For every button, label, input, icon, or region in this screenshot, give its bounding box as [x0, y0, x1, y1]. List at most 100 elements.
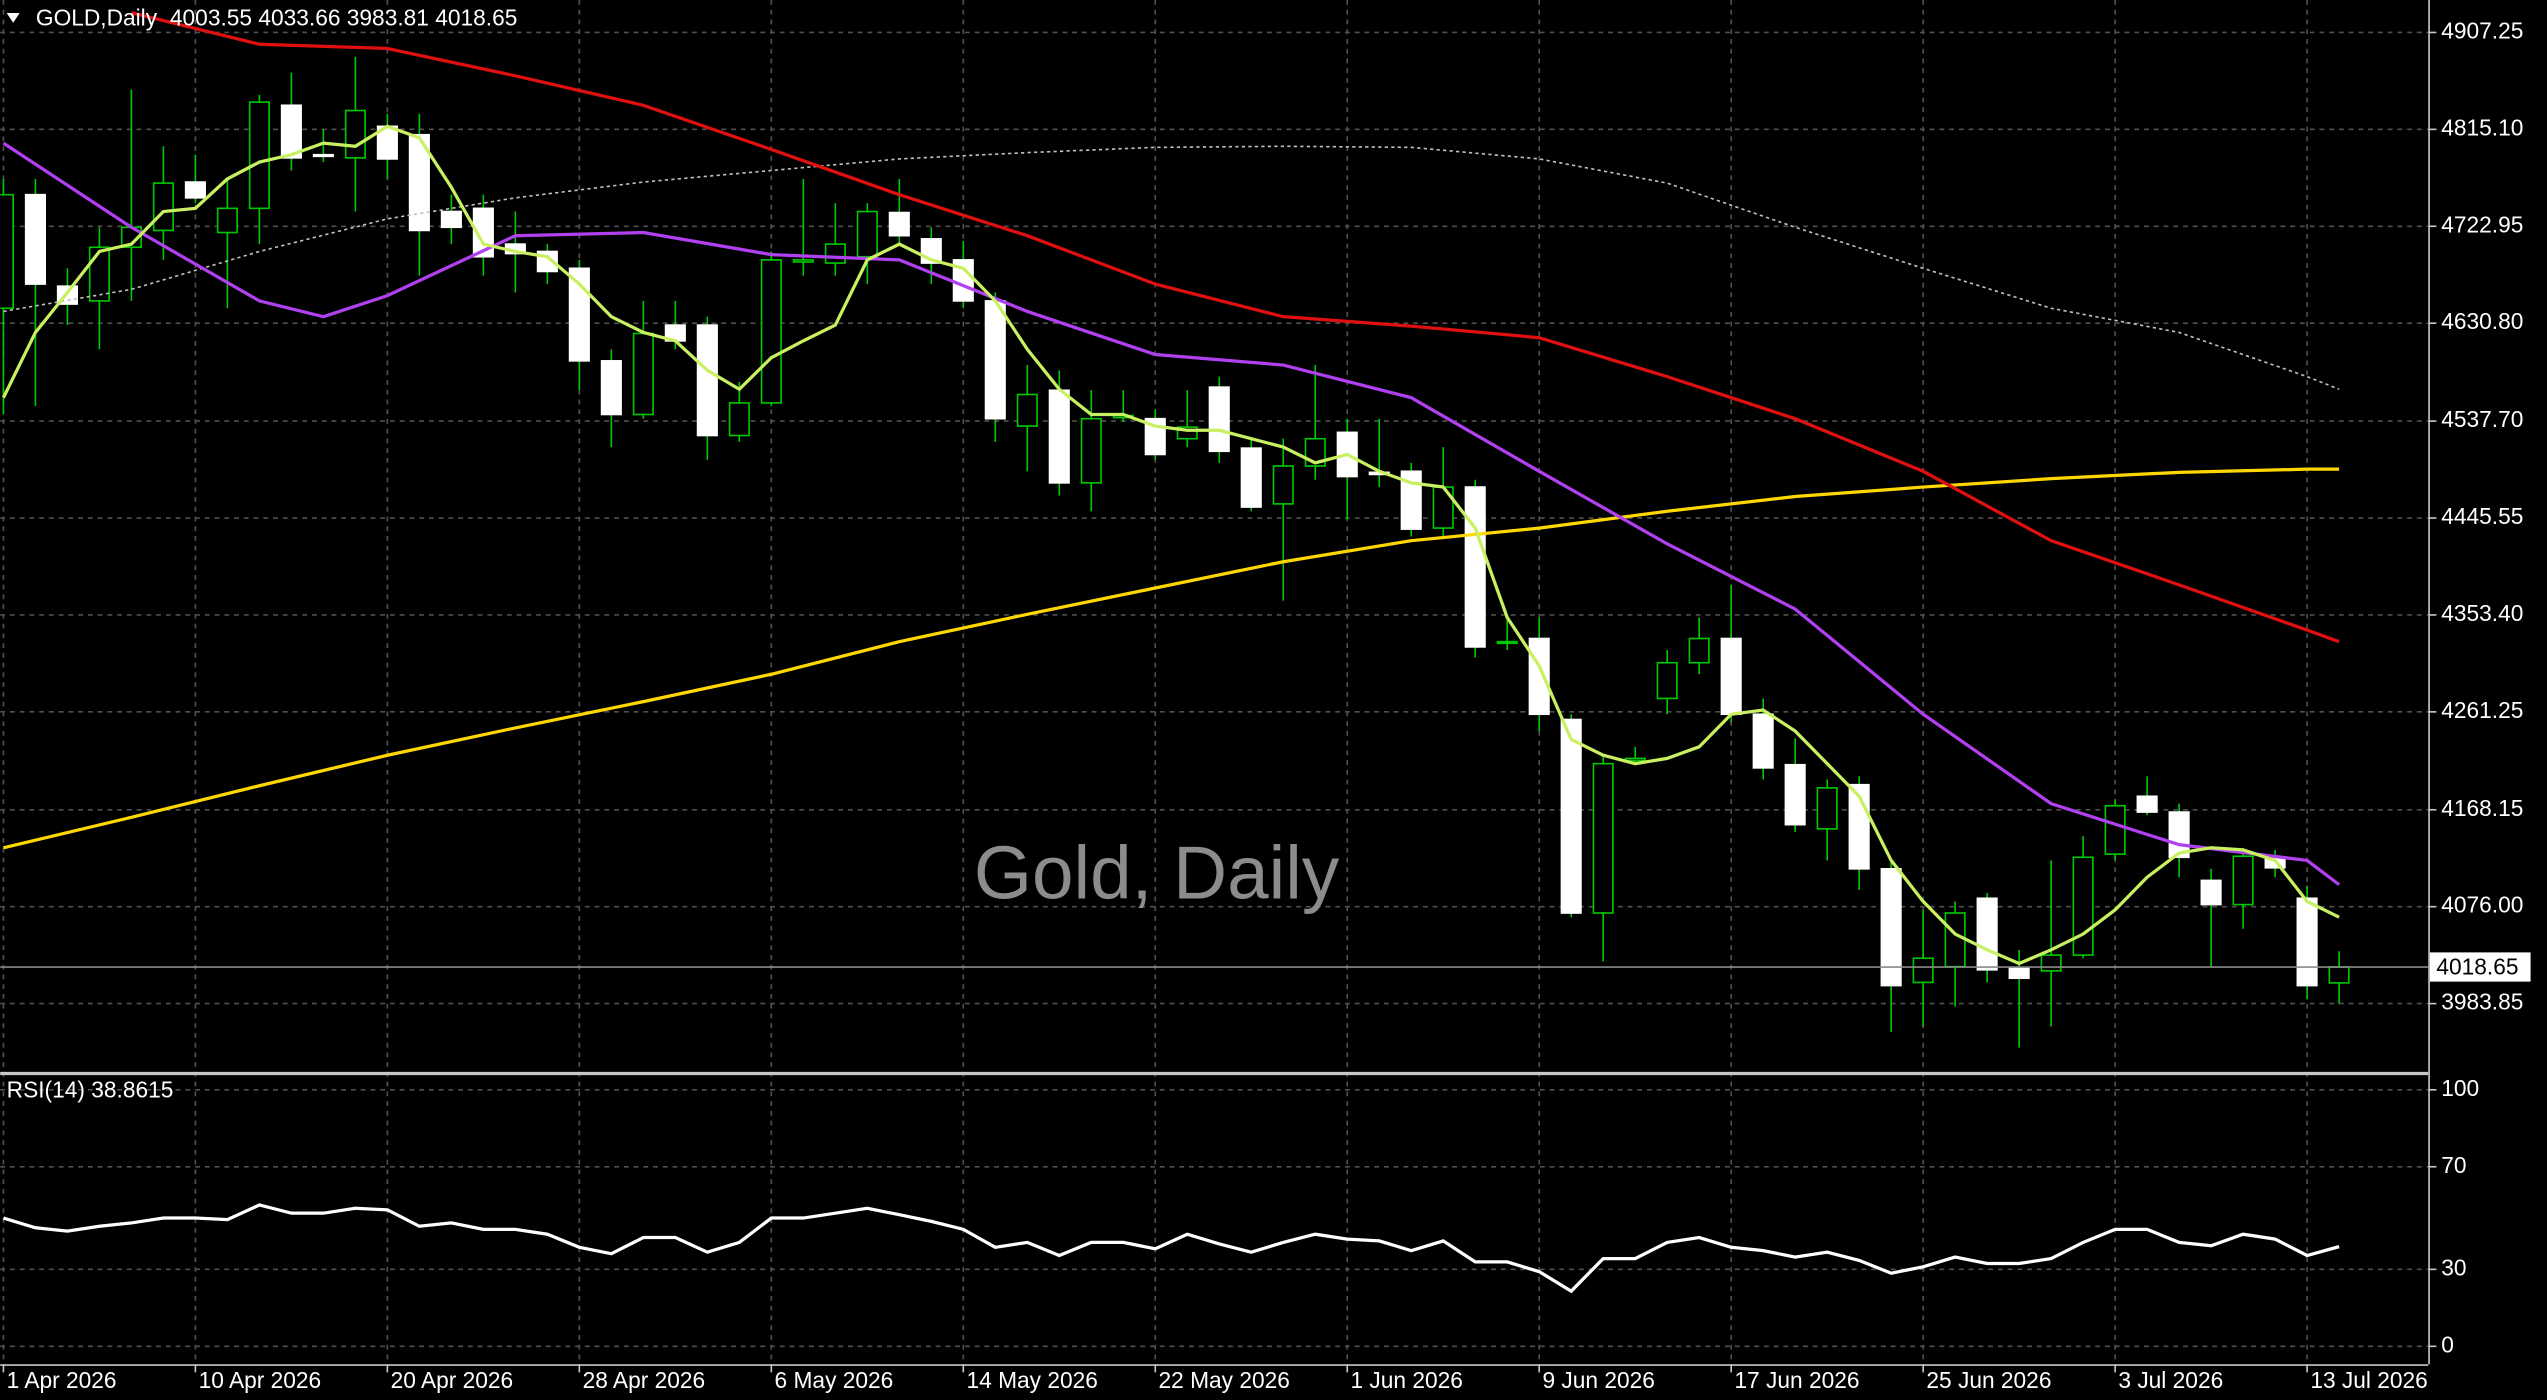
candle-body	[632, 332, 654, 416]
candle-body	[696, 324, 718, 437]
candle-body	[856, 210, 878, 258]
candle-body	[1176, 426, 1198, 440]
x-tick-label: 20 Apr 2026	[391, 1367, 514, 1393]
candle-body	[2040, 954, 2062, 972]
candle-body	[2104, 804, 2126, 855]
candle-body	[760, 259, 782, 404]
rsi-title: RSI(14)	[7, 1076, 85, 1102]
candle-body	[1816, 787, 1838, 830]
candle-body	[344, 109, 366, 159]
y-tick-label: 4353.40	[2441, 600, 2523, 626]
current-price-label: 4018.65	[2436, 954, 2518, 980]
candle-body	[280, 104, 302, 159]
candle-body	[1560, 718, 1582, 914]
candle-body	[1016, 393, 1038, 427]
candle-body	[1048, 389, 1070, 484]
candle-body	[312, 153, 334, 158]
candle-body	[824, 243, 846, 264]
candle-body	[2200, 879, 2222, 906]
rsi-line	[2, 1203, 2340, 1294]
low-value: 3983.81	[347, 4, 429, 30]
x-tick-label: 1 Apr 2026	[7, 1367, 117, 1393]
candle-body	[568, 267, 590, 362]
candle-body	[728, 402, 750, 437]
x-tick-label: 22 May 2026	[1159, 1367, 1290, 1393]
x-tick-label: 28 Apr 2026	[583, 1367, 706, 1393]
y-tick-label: 30	[2441, 1254, 2466, 1280]
y-tick-label: 70	[2441, 1152, 2466, 1178]
candle-body	[1272, 465, 1294, 505]
x-tick-label: 13 Jul 2026	[2310, 1367, 2427, 1393]
x-tick-label: 14 May 2026	[967, 1367, 1098, 1393]
candle-body	[1080, 417, 1102, 484]
moving-average-line	[131, 11, 2340, 644]
candle-body	[2008, 966, 2030, 980]
candle-body	[1592, 762, 1614, 914]
x-tick-label: 25 Jun 2026	[1926, 1367, 2051, 1393]
candle-body	[1880, 868, 1902, 987]
candle-body	[0, 193, 14, 310]
x-tick-label: 9 Jun 2026	[1542, 1367, 1654, 1393]
y-tick-label: 3983.85	[2441, 989, 2523, 1015]
candle-body	[888, 211, 910, 237]
candle-body	[1400, 470, 1422, 530]
candle-body	[2072, 856, 2094, 956]
candle-body	[2136, 795, 2158, 813]
moving-average-line	[1, 124, 2340, 966]
candle-body	[984, 300, 1006, 420]
chart-header: GOLD,Daily 4003.55 4033.66 3983.81 4018.…	[36, 4, 517, 30]
candles	[0, 56, 2350, 1048]
candle-body	[1912, 957, 1934, 984]
moving-average-line	[3, 145, 2340, 391]
x-tick-label: 3 Jul 2026	[2118, 1367, 2223, 1393]
y-tick-label: 4168.15	[2441, 795, 2523, 821]
candle-body	[1784, 763, 1806, 826]
symbol: GOLD,Daily	[36, 4, 158, 30]
high-value: 4033.66	[258, 4, 340, 30]
rsi-panel	[2, 1203, 2340, 1294]
y-tick-label: 4261.25	[2441, 697, 2523, 723]
y-tick-label: 4537.70	[2441, 406, 2523, 432]
close-value: 4018.65	[435, 4, 517, 30]
moving-average-line	[2, 141, 2341, 886]
candle-body	[2296, 897, 2318, 987]
candle-body	[152, 182, 174, 232]
candle-body	[440, 210, 462, 229]
candle-body	[1240, 447, 1262, 508]
y-tick-label: 4076.00	[2441, 892, 2523, 918]
candle-body	[2328, 966, 2350, 984]
candle-body	[248, 101, 270, 210]
candle-body	[1944, 912, 1966, 968]
candle-body	[184, 181, 206, 199]
y-tick-label: 4630.80	[2441, 308, 2523, 334]
watermark: Gold, Daily	[974, 830, 1340, 914]
moving-average-line	[3, 467, 2340, 850]
x-tick-label: 1 Jun 2026	[1350, 1367, 1462, 1393]
grid	[0, 0, 2429, 1365]
candle-body	[1752, 713, 1774, 769]
candle-body	[1976, 897, 1998, 971]
candle-body	[792, 259, 814, 263]
candle-body	[2232, 855, 2254, 906]
candle-body	[24, 193, 46, 285]
rsi-value: 38.8615	[91, 1076, 173, 1102]
candle-body	[88, 246, 110, 302]
x-tick-label: 6 May 2026	[775, 1367, 894, 1393]
rsi-header: RSI(14) 38.8615	[7, 1076, 174, 1102]
moving-averages	[1, 11, 2341, 966]
open-value: 4003.55	[170, 4, 252, 30]
candle-body	[1464, 486, 1486, 648]
current-price-box	[2429, 952, 2531, 982]
y-tick-label: 4815.10	[2441, 114, 2523, 140]
menu-arrow[interactable]	[6, 12, 20, 23]
candle-body	[600, 360, 622, 416]
y-tick-label: 4445.55	[2441, 503, 2523, 529]
y-tick-label: 4907.25	[2441, 17, 2523, 43]
candle-body	[216, 207, 238, 234]
candle-body	[1528, 637, 1550, 716]
candle-body	[1688, 637, 1710, 664]
y-tick-label: 100	[2441, 1075, 2479, 1101]
